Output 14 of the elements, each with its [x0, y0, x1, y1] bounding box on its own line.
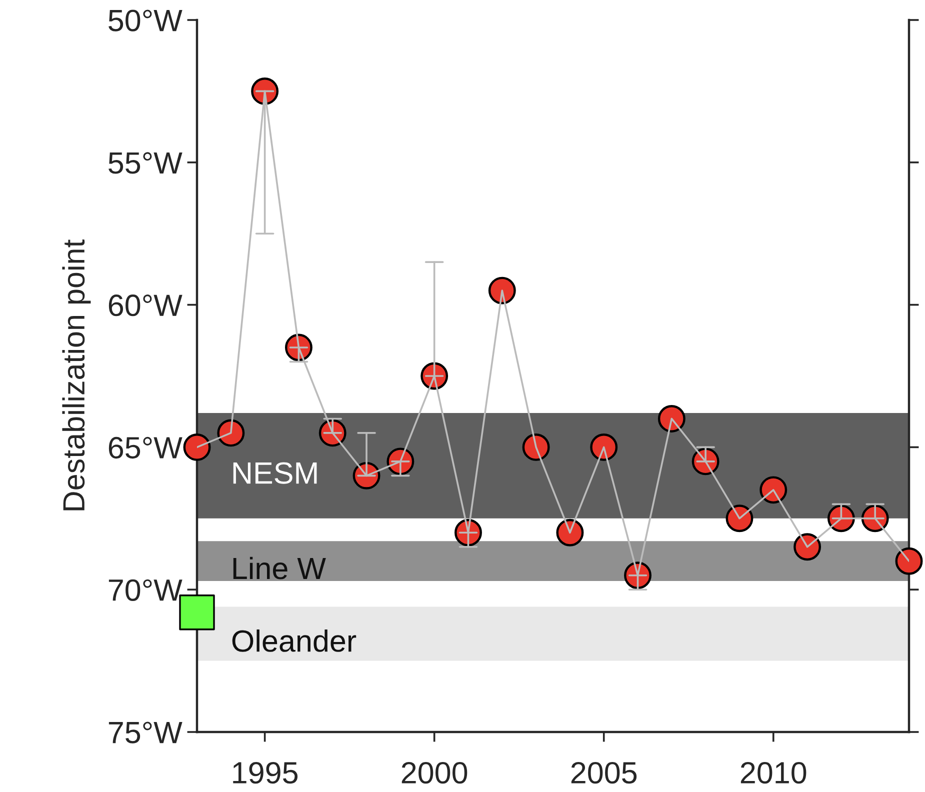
y-tick-label: 60°W [108, 294, 182, 316]
x-tick-label: 1995 [233, 762, 298, 784]
y-tick-label: 50°W [108, 10, 182, 32]
x-tick-label: 2005 [571, 762, 637, 784]
y-axis-title: Destabilization point [62, 239, 91, 510]
y-tick-label: 70°W [108, 579, 182, 601]
band-label: Line W [233, 556, 326, 580]
x-tick-label: 2000 [402, 762, 468, 784]
x-tick-label: 2010 [740, 762, 806, 784]
y-tick-label: 65°W [108, 436, 182, 459]
band-label: NESM [233, 462, 317, 484]
band-label: Oleander [232, 629, 356, 652]
y-tick-label: 55°W [108, 152, 182, 174]
y-tick-label: 75°W [108, 722, 182, 744]
